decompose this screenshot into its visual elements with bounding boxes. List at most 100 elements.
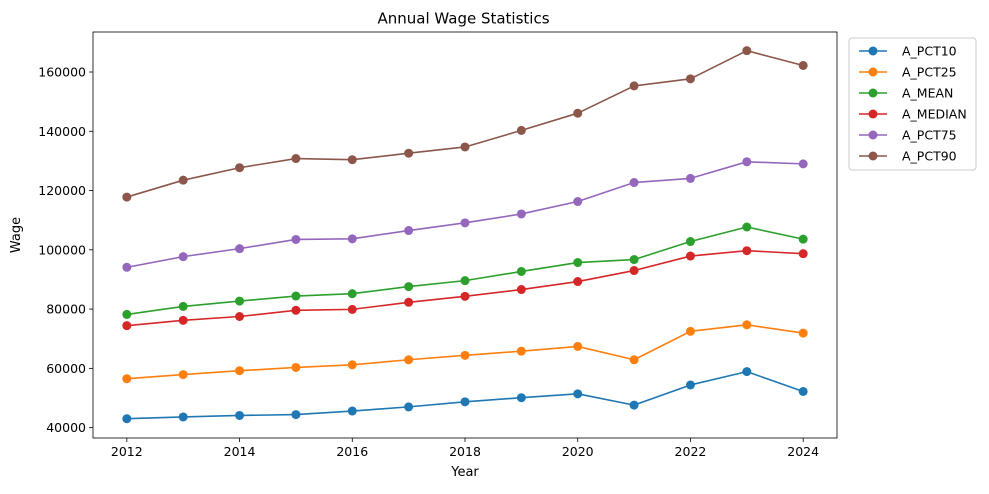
data-point-a-mean bbox=[798, 234, 808, 244]
legend-swatch-marker bbox=[868, 88, 878, 98]
data-point-a-pct10 bbox=[798, 386, 808, 396]
data-point-a-pct90 bbox=[291, 154, 301, 164]
x-tick-label: 2022 bbox=[675, 444, 707, 459]
data-point-a-mean bbox=[347, 289, 357, 299]
legend-item-a-pct10: A_PCT10 bbox=[859, 44, 957, 59]
data-point-a-pct25 bbox=[460, 350, 470, 360]
data-point-a-mean bbox=[629, 255, 639, 265]
data-point-a-median bbox=[685, 251, 695, 261]
data-point-a-median bbox=[573, 277, 583, 287]
legend-item-a-mean: A_MEAN bbox=[859, 86, 953, 101]
legend-swatch-marker bbox=[868, 130, 878, 140]
data-point-a-pct75 bbox=[460, 218, 470, 228]
plot-area bbox=[122, 46, 808, 424]
legend-swatch-marker bbox=[868, 109, 878, 119]
data-point-a-pct90 bbox=[122, 192, 132, 202]
data-point-a-mean bbox=[516, 266, 526, 276]
data-point-a-median bbox=[516, 285, 526, 295]
data-point-a-pct10 bbox=[347, 406, 357, 416]
x-tick-label: 2018 bbox=[449, 444, 481, 459]
legend-item-a-pct75: A_PCT75 bbox=[859, 128, 957, 143]
legend-label: A_PCT90 bbox=[902, 149, 957, 164]
data-point-a-median bbox=[178, 315, 188, 325]
legend-label: A_MEAN bbox=[902, 86, 953, 101]
data-point-a-pct75 bbox=[516, 209, 526, 219]
series-a-pct90 bbox=[122, 46, 808, 202]
y-tick-label: 80000 bbox=[46, 302, 86, 317]
data-point-a-pct90 bbox=[347, 155, 357, 165]
y-tick-label: 160000 bbox=[38, 65, 86, 80]
data-point-a-mean bbox=[685, 237, 695, 247]
data-point-a-pct90 bbox=[685, 74, 695, 84]
legend: A_PCT10 A_PCT25 A_MEAN A_MEDIAN A_PCT75 A_PCT… bbox=[848, 37, 977, 171]
y-tick-label: 40000 bbox=[46, 420, 86, 435]
data-point-a-median bbox=[798, 249, 808, 259]
series-a-pct10 bbox=[122, 367, 808, 424]
data-point-a-pct90 bbox=[178, 175, 188, 185]
legend-swatch-marker bbox=[868, 151, 878, 161]
legend-label: A_PCT75 bbox=[902, 128, 957, 143]
data-point-a-pct75 bbox=[798, 159, 808, 169]
data-point-a-pct75 bbox=[742, 157, 752, 167]
data-point-a-mean bbox=[235, 296, 245, 306]
x-tick-label: 2020 bbox=[562, 444, 594, 459]
data-point-a-pct10 bbox=[629, 400, 639, 410]
y-tick-label: 120000 bbox=[38, 183, 86, 198]
series-line-a-mean bbox=[126, 226, 804, 316]
legend-label: A_MEDIAN bbox=[902, 107, 967, 122]
data-point-a-pct90 bbox=[742, 46, 752, 56]
data-point-a-median bbox=[347, 304, 357, 314]
data-point-a-median bbox=[291, 305, 301, 315]
data-point-a-pct25 bbox=[516, 346, 526, 356]
data-point-a-mean bbox=[404, 282, 414, 292]
data-point-a-pct25 bbox=[629, 355, 639, 365]
data-point-a-pct75 bbox=[629, 178, 639, 188]
data-point-a-pct75 bbox=[178, 252, 188, 262]
legend-item-a-pct25: A_PCT25 bbox=[859, 65, 957, 80]
data-point-a-pct90 bbox=[235, 163, 245, 173]
series-a-pct75 bbox=[122, 157, 808, 272]
legend-item-a-pct90: A_PCT90 bbox=[859, 149, 957, 164]
data-point-a-pct10 bbox=[460, 397, 470, 407]
series-a-mean bbox=[122, 222, 808, 319]
data-point-a-pct25 bbox=[347, 360, 357, 370]
data-point-a-pct10 bbox=[573, 389, 583, 399]
y-tick-label: 100000 bbox=[38, 242, 86, 257]
data-point-a-median bbox=[742, 246, 752, 256]
data-point-a-pct90 bbox=[573, 108, 583, 118]
data-point-a-median bbox=[629, 266, 639, 276]
y-axis-label: Wage bbox=[9, 217, 24, 253]
series-line-a-pct10 bbox=[126, 370, 804, 420]
series-a-median bbox=[122, 246, 808, 331]
data-point-a-median bbox=[460, 291, 470, 301]
legend-label: A_PCT25 bbox=[902, 65, 957, 80]
series-line-a-pct75 bbox=[126, 161, 804, 269]
y-tick-label: 140000 bbox=[38, 124, 86, 139]
data-point-a-mean bbox=[460, 276, 470, 286]
x-axis: 2012 2014 2016 2018 2020 2022 2024 bbox=[111, 438, 819, 459]
chart-title: Annual Wage Statistics bbox=[377, 10, 549, 28]
legend-frame bbox=[848, 37, 977, 171]
data-point-a-mean bbox=[291, 291, 301, 301]
data-point-a-pct10 bbox=[742, 367, 752, 377]
data-point-a-pct75 bbox=[122, 262, 132, 272]
data-point-a-pct10 bbox=[235, 410, 245, 420]
x-tick-label: 2014 bbox=[224, 444, 256, 459]
data-point-a-pct90 bbox=[516, 125, 526, 135]
data-point-a-mean bbox=[122, 309, 132, 319]
data-point-a-pct10 bbox=[122, 414, 132, 424]
legend-swatch-marker bbox=[868, 46, 878, 56]
data-point-a-pct75 bbox=[347, 234, 357, 244]
data-point-a-pct90 bbox=[629, 81, 639, 91]
data-point-a-pct25 bbox=[798, 328, 808, 338]
data-point-a-median bbox=[404, 297, 414, 307]
data-point-a-pct25 bbox=[573, 341, 583, 351]
data-point-a-pct25 bbox=[685, 326, 695, 336]
data-point-a-mean bbox=[573, 258, 583, 268]
legend-swatch-marker bbox=[868, 67, 878, 77]
data-point-a-pct25 bbox=[404, 355, 414, 365]
data-point-a-pct90 bbox=[798, 60, 808, 70]
x-tick-label: 2016 bbox=[336, 444, 368, 459]
data-point-a-pct75 bbox=[573, 197, 583, 207]
